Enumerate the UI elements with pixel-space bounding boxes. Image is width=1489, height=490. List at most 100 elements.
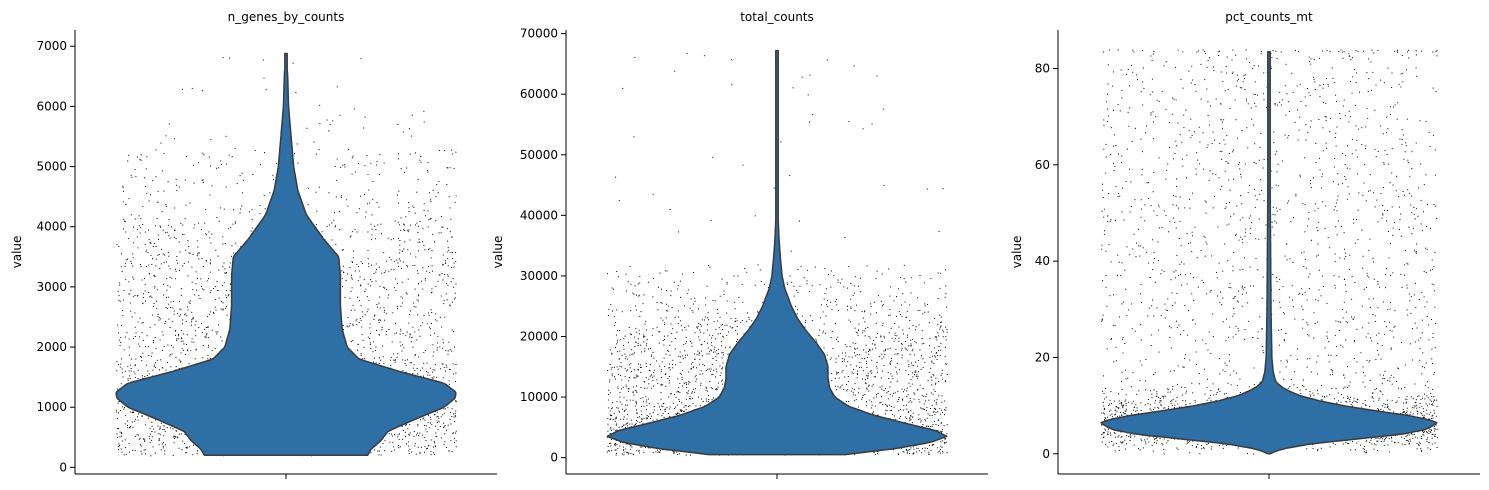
- data-point: [438, 232, 440, 234]
- data-point: [946, 424, 948, 426]
- data-point: [660, 409, 661, 411]
- data-point: [445, 350, 447, 352]
- data-point: [898, 340, 900, 342]
- data-point: [379, 319, 381, 321]
- data-point: [669, 369, 671, 371]
- data-point: [139, 158, 141, 160]
- data-point: [435, 425, 436, 427]
- data-point: [118, 428, 120, 429]
- data-point: [340, 166, 342, 168]
- data-point: [623, 416, 625, 418]
- data-point: [397, 308, 398, 310]
- data-point: [436, 416, 438, 418]
- data-point: [400, 168, 402, 170]
- data-point: [220, 164, 222, 166]
- data-point: [121, 270, 123, 272]
- data-point: [210, 165, 212, 167]
- data-point: [454, 415, 456, 416]
- data-point: [633, 293, 635, 295]
- data-point: [830, 337, 832, 338]
- data-point: [377, 224, 379, 226]
- data-point: [420, 369, 421, 371]
- data-point: [234, 222, 236, 224]
- data-point: [148, 200, 150, 202]
- data-point: [439, 316, 441, 318]
- data-point: [404, 230, 406, 231]
- data-point: [447, 353, 449, 355]
- data-point: [895, 348, 897, 350]
- data-point: [173, 436, 175, 438]
- data-point: [609, 428, 611, 430]
- data-point: [637, 369, 639, 370]
- data-point: [617, 351, 619, 353]
- data-point: [148, 373, 150, 375]
- data-point: [672, 402, 674, 404]
- data-point: [627, 451, 629, 453]
- data-point: [913, 354, 915, 356]
- data-point: [896, 380, 898, 382]
- data-point: [418, 283, 419, 285]
- data-point: [862, 349, 864, 351]
- data-point: [402, 438, 404, 440]
- data-point: [633, 424, 635, 426]
- data-point: [428, 312, 429, 314]
- data-point: [944, 414, 945, 416]
- data-point: [657, 383, 659, 385]
- data-point: [196, 240, 198, 242]
- data-point: [866, 357, 868, 359]
- data-point: [744, 268, 746, 269]
- data-point: [940, 272, 942, 274]
- data-point: [131, 412, 133, 413]
- data-point: [374, 225, 375, 227]
- data-point: [201, 332, 203, 334]
- data-point: [908, 327, 910, 329]
- data-point: [389, 359, 391, 361]
- data-point: [259, 213, 261, 215]
- data-point: [649, 364, 651, 366]
- data-point: [193, 444, 194, 446]
- data-point: [151, 263, 153, 265]
- data-point: [453, 266, 455, 268]
- data-point: [119, 366, 121, 368]
- data-point: [165, 297, 167, 299]
- data-point: [913, 446, 915, 448]
- data-point: [408, 207, 410, 209]
- data-point: [930, 392, 932, 394]
- data-point: [389, 441, 391, 443]
- data-point: [905, 348, 907, 350]
- data-point: [204, 328, 206, 330]
- data-point: [375, 362, 377, 364]
- data-point: [263, 77, 265, 79]
- data-point: [364, 165, 366, 167]
- data-point: [145, 251, 147, 253]
- data-point: [825, 315, 827, 317]
- data-point: [793, 285, 795, 287]
- data-point: [446, 228, 448, 230]
- data-point: [182, 323, 183, 325]
- data-point: [118, 364, 120, 365]
- data-point: [121, 451, 123, 453]
- data-point: [382, 356, 384, 358]
- data-point: [389, 256, 391, 258]
- data-point: [376, 201, 378, 203]
- data-point: [172, 301, 174, 302]
- data-point: [452, 363, 454, 365]
- data-point: [210, 242, 212, 244]
- data-point: [890, 327, 892, 329]
- data-point: [672, 367, 674, 369]
- data-point: [313, 141, 315, 143]
- data-point: [639, 446, 641, 448]
- data-point: [455, 151, 457, 153]
- data-point: [408, 322, 410, 324]
- data-point: [407, 231, 409, 233]
- data-point: [150, 194, 152, 196]
- data-point: [122, 376, 124, 378]
- data-point: [264, 152, 265, 154]
- data-point: [272, 174, 274, 176]
- data-point: [356, 212, 358, 214]
- data-point: [922, 366, 924, 368]
- data-point: [706, 285, 708, 287]
- data-point: [348, 149, 349, 150]
- data-point: [157, 254, 159, 256]
- data-point: [307, 204, 309, 206]
